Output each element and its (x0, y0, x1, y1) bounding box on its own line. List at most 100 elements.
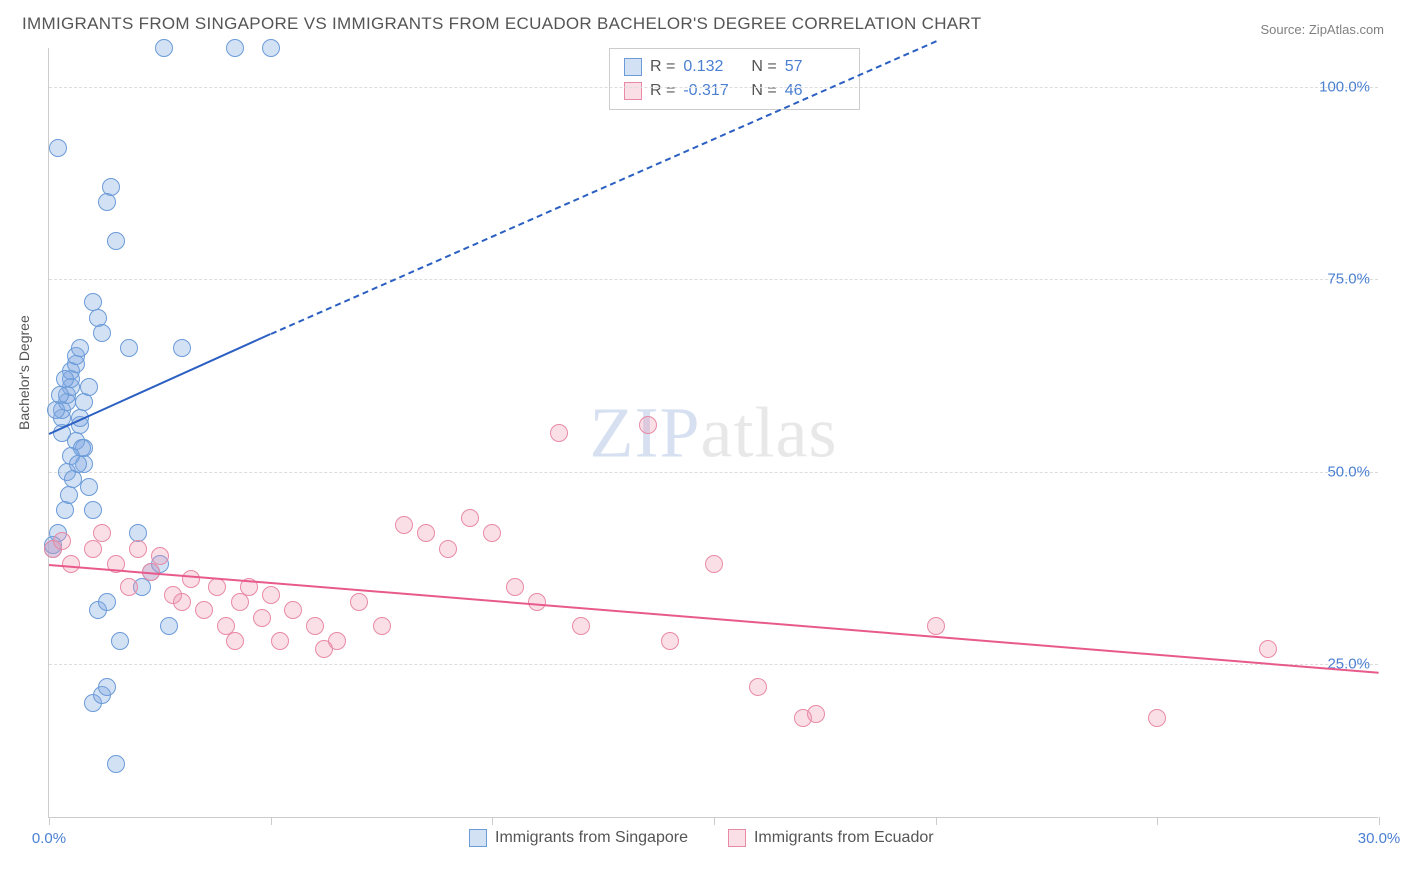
n-label: N = (751, 55, 776, 79)
scatter-point (111, 632, 129, 650)
gridline (49, 279, 1378, 280)
y-tick-label: 50.0% (1327, 463, 1370, 480)
scatter-point (315, 640, 333, 658)
scatter-point (60, 486, 78, 504)
stats-legend-row: R = -0.317 N = 46 (624, 79, 845, 103)
scatter-point (226, 39, 244, 57)
scatter-point (262, 39, 280, 57)
scatter-point (506, 578, 524, 596)
scatter-point (56, 501, 74, 519)
scatter-point (461, 509, 479, 527)
scatter-point (80, 478, 98, 496)
scatter-point (661, 632, 679, 650)
scatter-point (350, 593, 368, 611)
scatter-point (550, 424, 568, 442)
legend-item: Immigrants from Singapore (469, 829, 688, 847)
plot-area: ZIPatlas R =0.132N =57R =-0.317N =46 Imm… (48, 48, 1378, 818)
legend-swatch (469, 829, 487, 847)
scatter-point (439, 540, 457, 558)
scatter-point (71, 339, 89, 357)
scatter-point (98, 678, 116, 696)
watermark: ZIPatlas (590, 391, 838, 474)
x-tick (1157, 817, 1158, 825)
y-tick-label: 100.0% (1319, 78, 1370, 95)
scatter-point (56, 370, 74, 388)
scatter-point (120, 578, 138, 596)
gridline (49, 472, 1378, 473)
scatter-point (807, 705, 825, 723)
stats-legend: R = 0.132 N = 57 R = -0.317 N = 46 (609, 48, 860, 110)
scatter-point (129, 540, 147, 558)
scatter-point (49, 139, 67, 157)
x-tick (492, 817, 493, 825)
scatter-point (93, 324, 111, 342)
scatter-point (69, 455, 87, 473)
scatter-point (226, 632, 244, 650)
scatter-point (1259, 640, 1277, 658)
source-label: Source: ZipAtlas.com (1260, 22, 1384, 37)
scatter-point (253, 609, 271, 627)
scatter-point (306, 617, 324, 635)
watermark-atlas: atlas (701, 392, 838, 472)
n-label: N = (751, 79, 776, 103)
n-value: 46 (785, 79, 845, 103)
scatter-point (173, 339, 191, 357)
scatter-point (483, 524, 501, 542)
n-value: 57 (785, 55, 845, 79)
r-label: R = (650, 79, 675, 103)
scatter-point (271, 632, 289, 650)
x-tick (49, 817, 50, 825)
scatter-point (160, 617, 178, 635)
r-label: R = (650, 55, 675, 79)
legend-label: Immigrants from Ecuador (754, 829, 934, 847)
scatter-point (395, 516, 413, 534)
scatter-point (208, 578, 226, 596)
y-tick-label: 75.0% (1327, 271, 1370, 288)
legend-item: Immigrants from Ecuador (728, 829, 934, 847)
scatter-point (53, 532, 71, 550)
scatter-point (262, 586, 280, 604)
legend-swatch (624, 82, 642, 100)
scatter-point (98, 193, 116, 211)
scatter-point (64, 470, 82, 488)
x-tick (271, 817, 272, 825)
gridline (49, 664, 1378, 665)
scatter-point (75, 393, 93, 411)
scatter-point (373, 617, 391, 635)
stats-legend-row: R = 0.132 N = 57 (624, 55, 845, 79)
scatter-point (98, 593, 116, 611)
scatter-point (155, 39, 173, 57)
gridline (49, 87, 1378, 88)
r-value: 0.132 (683, 55, 743, 79)
scatter-point (639, 416, 657, 434)
chart-title: IMMIGRANTS FROM SINGAPORE VS IMMIGRANTS … (22, 14, 981, 34)
x-tick (936, 817, 937, 825)
scatter-point (107, 755, 125, 773)
x-tick (714, 817, 715, 825)
scatter-point (47, 401, 65, 419)
trend-line-extrapolated (270, 40, 936, 334)
scatter-point (182, 570, 200, 588)
trend-line (49, 564, 1379, 674)
scatter-point (107, 232, 125, 250)
scatter-point (51, 386, 69, 404)
y-axis-label: Bachelor's Degree (16, 315, 32, 430)
scatter-point (231, 593, 249, 611)
legend-swatch (624, 58, 642, 76)
r-value: -0.317 (683, 79, 743, 103)
scatter-point (927, 617, 945, 635)
scatter-point (417, 524, 435, 542)
legend-swatch (728, 829, 746, 847)
legend-label: Immigrants from Singapore (495, 829, 688, 847)
scatter-point (62, 555, 80, 573)
scatter-point (195, 601, 213, 619)
scatter-point (93, 524, 111, 542)
x-tick-label: 0.0% (32, 830, 66, 847)
scatter-point (173, 593, 191, 611)
scatter-point (80, 378, 98, 396)
scatter-point (284, 601, 302, 619)
scatter-point (84, 501, 102, 519)
x-tick (1379, 817, 1380, 825)
scatter-point (151, 547, 169, 565)
series-legend: Immigrants from Singapore Immigrants from… (469, 829, 934, 847)
